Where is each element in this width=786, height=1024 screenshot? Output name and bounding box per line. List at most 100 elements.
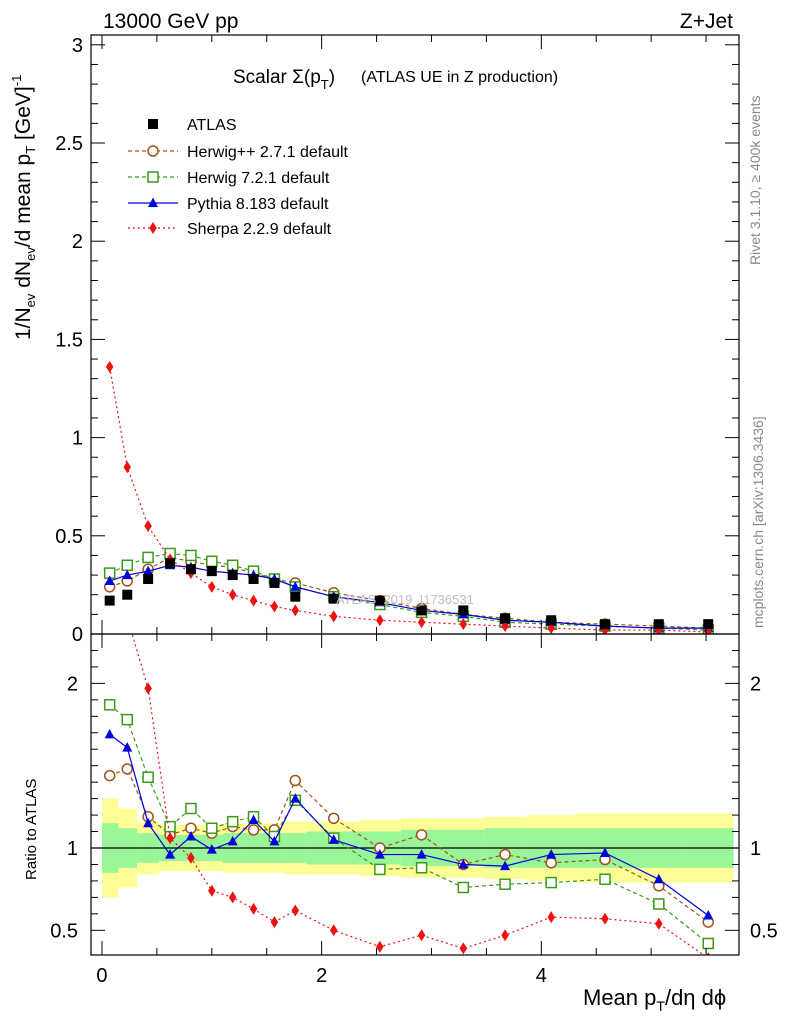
ratio-point (703, 909, 714, 920)
legend-marker (148, 119, 158, 129)
data-point (122, 569, 133, 580)
legend-label: ATLAS (187, 117, 237, 134)
legend-marker (147, 145, 159, 157)
ratio-point (599, 873, 611, 886)
legend-entry-atlas: ATLAS (148, 117, 237, 134)
ratio-point (142, 771, 154, 783)
ratio-panel-series (103, 612, 714, 955)
ratio-series-sherpa-2-2-9-default (123, 612, 710, 955)
legend-entry-sherpa-2-2-9-default: Sherpa 2.2.9 default (128, 221, 332, 238)
data-point (104, 575, 115, 585)
ratio-point (144, 682, 152, 695)
data-point (249, 594, 258, 607)
ratio-point (185, 830, 196, 841)
ratio-point (289, 774, 302, 787)
ratio-point (547, 911, 555, 924)
ratio-point (166, 832, 174, 845)
data-point (143, 574, 154, 585)
ratio-y-tick-label-right: 0.5 (750, 920, 778, 942)
process-label: Z+Jet (680, 10, 733, 33)
ratio-point (247, 824, 260, 836)
data-point (290, 591, 301, 602)
data-point (122, 589, 133, 600)
ratio-point (500, 860, 511, 871)
data-point (269, 577, 280, 588)
data-point (653, 619, 664, 630)
ratio-point (329, 924, 338, 937)
data-point (417, 616, 426, 629)
legend-entry-herwig-7-2-1-default: Herwig 7.2.1 default (128, 170, 330, 187)
data-point (703, 619, 714, 630)
ratio-point (143, 817, 154, 828)
ratio-point (417, 929, 426, 942)
ratio-point (653, 898, 665, 910)
legend: ATLAS Herwig++ 2.7.1 default Herwig 7.2.1 … (128, 117, 349, 238)
data-point (600, 619, 611, 630)
ratio-point (499, 878, 511, 890)
data-point (248, 574, 259, 585)
data-point (144, 519, 152, 532)
ratio-point (459, 942, 468, 955)
data-point (185, 549, 197, 562)
title-close: ) (329, 67, 335, 88)
data-point (290, 581, 301, 591)
data-point (374, 595, 385, 606)
ratio-point (328, 834, 339, 844)
data-point (206, 566, 217, 577)
ratio-point (206, 844, 217, 854)
axis-tick-labels: 0 2 4 0 0.5 1 1.5 2 2.5 3 0.5 0.5 1 1 2 2 (50, 35, 778, 987)
ratio-y-tick-label: 2 (67, 673, 78, 695)
x-tick-label: 2 (316, 965, 327, 987)
ratio-y-tick-label: 0.5 (50, 920, 78, 942)
title-sub: T (321, 77, 329, 92)
data-point (185, 564, 196, 575)
series-atlas (104, 558, 714, 630)
legend-entry-pythia-8-183-default: Pythia 8.183 default (128, 196, 329, 213)
y-tick-label: 2 (72, 231, 83, 253)
data-point (547, 622, 555, 634)
ratio-point (291, 904, 300, 917)
ratio-y-tick-label: 1 (67, 838, 78, 860)
data-point (206, 555, 218, 568)
data-point (459, 618, 468, 631)
legend-marker (148, 197, 158, 207)
ratio-point (165, 849, 176, 859)
ratio-point (103, 699, 116, 711)
y-tick-label: 0 (72, 624, 83, 646)
ratio-y-tick-label-right: 1 (750, 838, 761, 860)
legend-label: Sherpa 2.2.9 default (187, 221, 332, 238)
x-axis-label: Mean pT/dη dϕ (583, 985, 726, 1014)
ratio-point (248, 814, 259, 825)
data-point (329, 610, 338, 623)
ratio-point (187, 851, 195, 864)
ratio-point (123, 612, 131, 624)
x-tick-label: 0 (96, 965, 107, 987)
data-point (500, 613, 511, 624)
ratio-point (227, 835, 238, 846)
ratio-point (228, 891, 237, 904)
ratio-point (706, 952, 710, 955)
ratio-point (501, 929, 509, 942)
y-tick-label: 1 (72, 428, 83, 450)
ratio-y-tick-label-right: 2 (750, 673, 761, 695)
ratio-point (545, 857, 557, 869)
data-point (123, 461, 131, 474)
ratio-point (600, 847, 611, 857)
rivet-label: Rivet 3.1.10, ≥ 400k events (747, 95, 763, 265)
data-point (458, 605, 469, 616)
data-point (105, 360, 114, 373)
plot-title-detail: (ATLAS UE in Z production) (361, 69, 558, 86)
ratio-point (499, 848, 511, 861)
data-point (208, 580, 216, 593)
analysis-watermark: ATLAS_2019_I1736531 (336, 592, 474, 607)
ratio-point (458, 858, 469, 869)
data-point (291, 604, 300, 617)
ratio-point (374, 849, 385, 859)
ratio-point (416, 849, 427, 859)
ratio-point (546, 849, 557, 859)
title-main: Scalar Σ(p (233, 67, 321, 88)
legend-marker (149, 222, 157, 234)
y-axis-label-ratio: Ratio to ATLAS (23, 779, 40, 880)
ratio-point (121, 713, 133, 726)
ratio-point (655, 917, 663, 930)
